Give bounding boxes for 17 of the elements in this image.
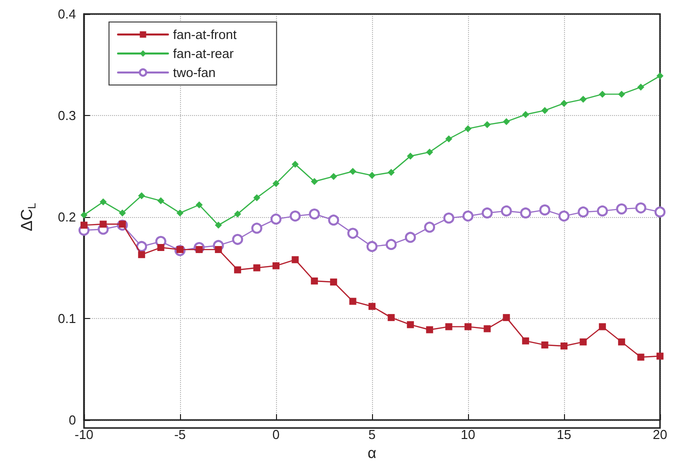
- x-tick-label: -5: [174, 427, 186, 442]
- y-tick-label: 0.3: [58, 108, 76, 124]
- legend-label: fan-at-rear: [173, 46, 234, 61]
- x-axis-title: α: [368, 445, 377, 462]
- y-tick-label: 0.1: [58, 311, 76, 326]
- y-tick-label: 0: [68, 412, 76, 428]
- y-axis-title: ΔCL: [19, 202, 38, 232]
- x-tick-label: -10: [74, 427, 94, 442]
- legend-label: two-fan: [173, 65, 216, 80]
- y-tick-label: 0.4: [58, 6, 76, 22]
- x-tick-label: 5: [368, 427, 376, 442]
- x-tick-label: 0: [272, 427, 280, 442]
- x-tick-label: 15: [556, 427, 572, 442]
- y-tick-label: 0.2: [58, 210, 76, 225]
- legend-label: fan-at-front: [173, 27, 237, 42]
- x-tick-label: 10: [460, 427, 476, 442]
- x-tick-label: 20: [652, 427, 668, 442]
